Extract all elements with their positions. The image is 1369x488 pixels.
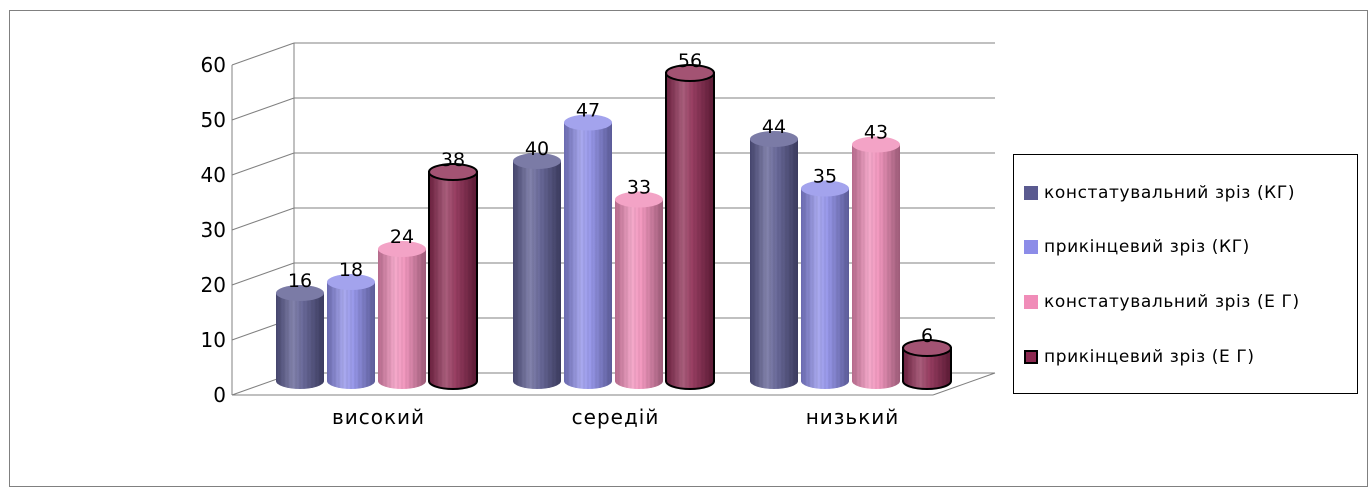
legend-swatch-series-2: [1024, 240, 1038, 254]
bar-body: [801, 188, 849, 389]
data-label: 35: [813, 166, 837, 188]
legend: констатувальний зріз (КГ) прикінцевий зр…: [1013, 154, 1358, 394]
bar-cap: [902, 339, 952, 357]
bar: [902, 339, 952, 390]
side-wall-line: [231, 97, 295, 121]
bar-body: [564, 122, 612, 389]
data-label: 38: [441, 149, 465, 171]
bar-cap: [513, 153, 561, 169]
data-label: 43: [864, 122, 888, 144]
legend-label-series-4: прикінцевий зріз (Е Г): [1044, 347, 1255, 367]
bar-cap: [564, 114, 612, 131]
floor-right-edge: [932, 372, 996, 396]
bar: [801, 180, 849, 389]
bar-cap: [801, 180, 849, 197]
bar: [378, 241, 426, 389]
y-tick-label: 20: [201, 273, 226, 297]
legend-swatch-series-1: [1024, 186, 1038, 200]
bar-body: [378, 249, 426, 389]
bar-body: [750, 139, 798, 389]
bar: [750, 131, 798, 389]
bar: [428, 163, 478, 390]
data-label: 44: [762, 116, 786, 138]
bar-cap: [615, 191, 663, 208]
bar-body: [327, 282, 375, 389]
bar-body: [615, 199, 663, 389]
data-label: 33: [627, 177, 651, 199]
y-tick-label: 10: [201, 328, 226, 352]
bar-body: [902, 347, 952, 390]
x-category-label: низький: [806, 405, 900, 429]
x-category-label: середій: [572, 405, 660, 429]
y-tick-label: 50: [201, 108, 226, 132]
data-label: 56: [678, 50, 702, 72]
data-label: 6: [921, 325, 933, 347]
legend-item-series-2: прикінцевий зріз (КГ): [1024, 235, 1250, 259]
bar-cap: [665, 64, 715, 82]
legend-swatch-series-4: [1024, 350, 1038, 364]
bar: [564, 114, 612, 389]
category-labels: високий середій низький: [332, 405, 900, 429]
legend-item-series-3: констатувальний зріз (Е Г): [1024, 290, 1300, 314]
legend-label-series-1: констатувальний зріз (КГ): [1044, 183, 1296, 203]
legend-swatch-series-3: [1024, 295, 1038, 309]
bar: [513, 153, 561, 389]
bar-cap: [378, 241, 426, 257]
bar-body: [428, 171, 478, 390]
y-tick-label: 0: [213, 383, 226, 407]
side-wall-line: [231, 152, 295, 176]
x-category-label: високий: [332, 405, 425, 429]
bar-body: [665, 72, 715, 390]
y-tick-label: 30: [201, 218, 226, 242]
legend-item-series-1: констатувальний зріз (КГ): [1024, 181, 1295, 205]
side-wall-line: [231, 207, 295, 231]
bar-cap: [276, 285, 324, 301]
data-label: 18: [339, 259, 363, 281]
bar: [327, 274, 375, 389]
side-wall-line: [231, 42, 295, 66]
legend-label-series-2: прикінцевий зріз (КГ): [1044, 237, 1250, 257]
bar: [276, 285, 324, 389]
data-label: 16: [288, 270, 312, 292]
legend-item-series-4: прикінцевий зріз (Е Г): [1024, 345, 1255, 369]
bar: [615, 191, 663, 389]
bar-body: [513, 161, 561, 389]
bar-cap: [327, 274, 375, 290]
bars: [276, 64, 952, 390]
bar-body: [852, 144, 900, 389]
bar-cap: [428, 163, 478, 181]
data-labels: 16 18 24 38 40 47 33 56 44 35 43 6: [288, 50, 933, 347]
legend-label-series-3: констатувальний зріз (Е Г): [1044, 292, 1300, 312]
y-tick-label: 40: [201, 163, 226, 187]
bar-body: [276, 293, 324, 389]
side-wall-line: [231, 262, 295, 286]
bar-cap: [750, 131, 798, 147]
data-label: 47: [576, 100, 600, 122]
data-label: 40: [525, 138, 549, 160]
y-axis-ticks: 0 10 20 30 40 50 60: [201, 53, 226, 407]
data-label: 24: [390, 226, 414, 248]
bar-cap: [852, 136, 900, 153]
y-tick-label: 60: [201, 53, 226, 77]
bar: [852, 136, 900, 389]
bar: [665, 64, 715, 390]
